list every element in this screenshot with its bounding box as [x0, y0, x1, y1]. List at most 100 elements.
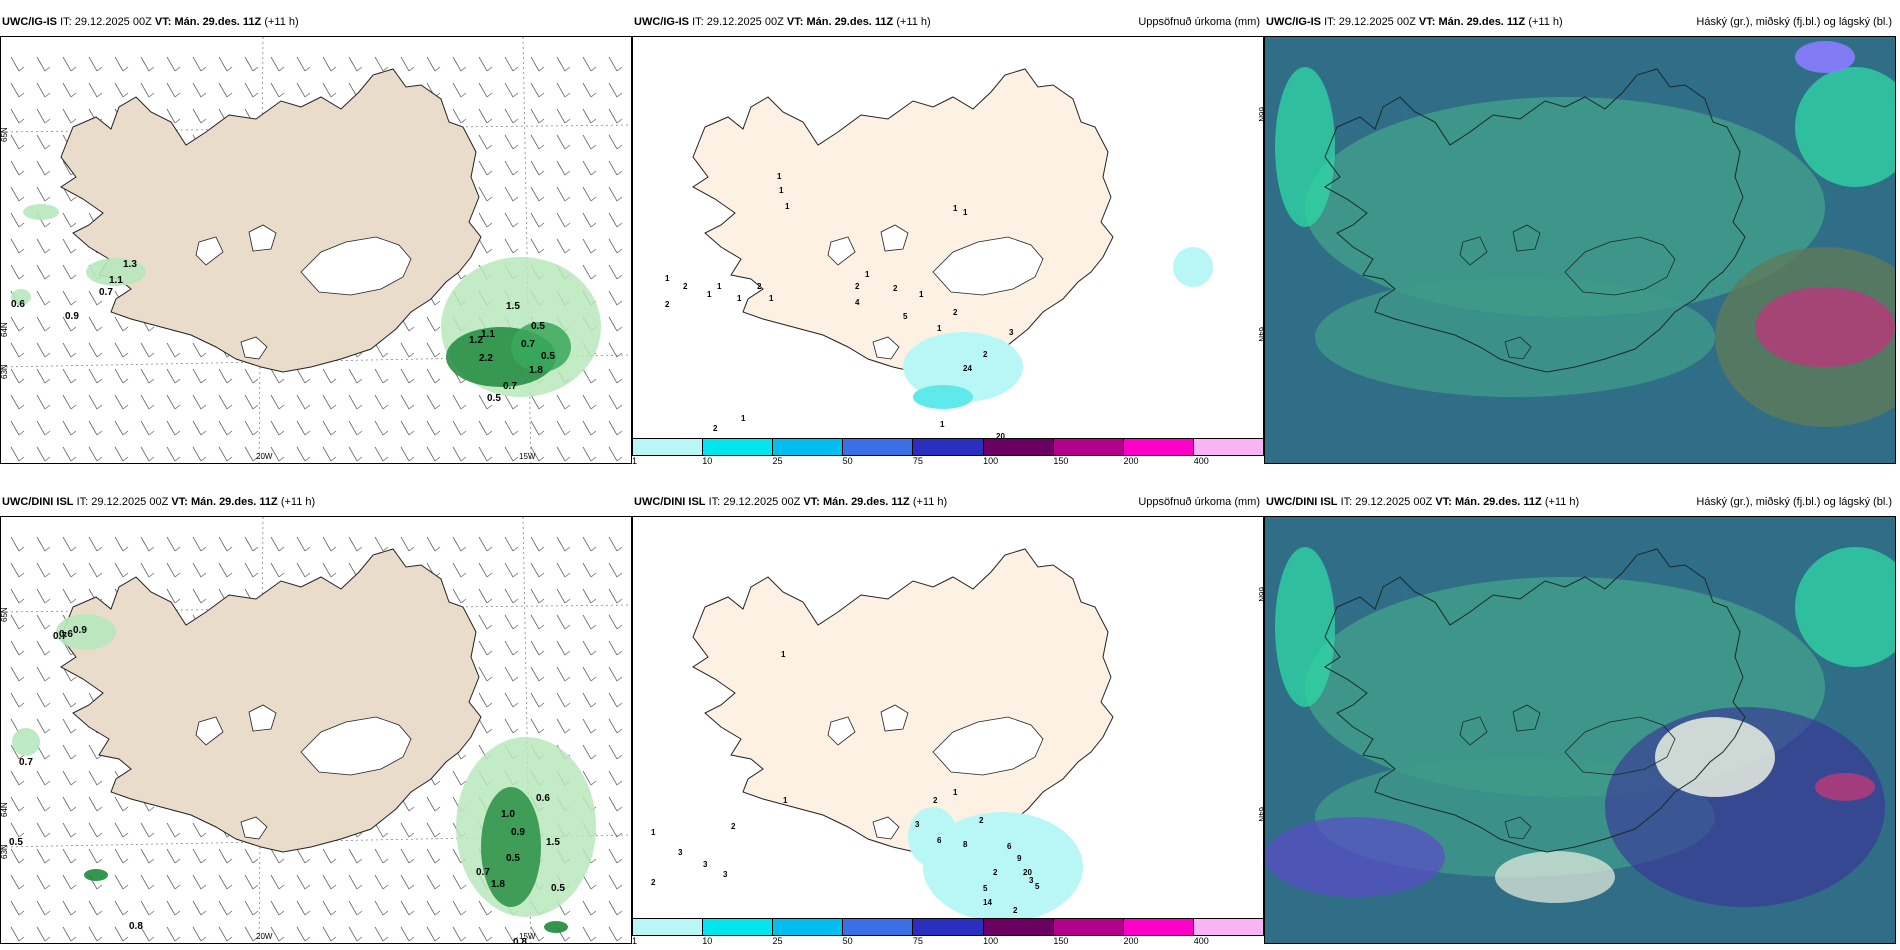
wind-barb: [408, 430, 415, 436]
high-cloud-area: [1815, 773, 1875, 801]
wind-barb: [374, 420, 384, 436]
wind-barb: [278, 66, 285, 72]
wind-barb: [278, 546, 285, 552]
wind-barb: [18, 196, 25, 202]
wind-barb: [564, 248, 571, 254]
wind-barb: [348, 56, 358, 72]
precip-value-label: 1.2: [469, 335, 483, 346]
wind-barb: [530, 394, 540, 410]
wind-barb: [226, 66, 233, 72]
wind-barb: [140, 874, 150, 890]
panel-wind-row1: UWC/IG-IS IT: 29.12.2025 00Z VT: Mán. 29…: [0, 12, 632, 464]
wind-barb: [564, 650, 571, 656]
iceland-landmass: [60, 68, 482, 373]
wind-barb: [616, 222, 623, 228]
wind-barb: [530, 536, 540, 552]
wind-barb: [538, 936, 545, 942]
wind-barb: [166, 82, 176, 98]
wind-barb: [174, 456, 181, 462]
precip-value-label: 2: [651, 878, 656, 887]
wind-barb: [62, 874, 72, 890]
wind-barb: [348, 420, 358, 436]
wind-barb: [148, 378, 155, 384]
wind-barb: [374, 536, 384, 552]
wind-barb: [478, 212, 488, 228]
wind-barb: [504, 536, 514, 552]
precip-value-label: 1.3: [123, 259, 137, 270]
wind-barb: [556, 446, 566, 462]
wind-barb: [616, 650, 623, 656]
colorbar-swatch: [633, 439, 704, 455]
wind-barb: [408, 404, 415, 410]
glacier-outline: [195, 716, 224, 746]
glacier-outline: [872, 816, 900, 840]
wind-barb: [452, 446, 462, 462]
wind-barb: [582, 614, 592, 630]
wind-barb: [44, 676, 51, 682]
wind-barb: [556, 108, 566, 124]
wind-barb: [200, 66, 207, 72]
wind-barb: [486, 248, 493, 254]
wind-barb: [322, 536, 332, 552]
wind-barb: [486, 546, 493, 552]
wind-barb: [18, 66, 25, 72]
wind-barb: [356, 936, 363, 942]
wind-barb: [616, 780, 623, 786]
wind-barb: [452, 82, 462, 98]
wind-barb: [486, 456, 493, 462]
wind-barb: [356, 352, 363, 358]
wind-barb: [452, 770, 462, 786]
wind-barb: [252, 92, 259, 98]
wind-barb: [452, 562, 462, 578]
wind-barb: [460, 598, 467, 604]
wind-barb: [556, 536, 566, 552]
precip-value-label: 2: [731, 822, 736, 831]
wind-barb: [70, 66, 77, 72]
colorbar-tick-label: 150: [1053, 936, 1069, 946]
wind-barb: [10, 82, 20, 98]
wind-barb: [504, 926, 514, 942]
wind-barb: [460, 572, 467, 578]
wind-barb: [530, 212, 540, 228]
wind-barb: [400, 900, 410, 916]
wind-barb: [426, 56, 436, 72]
wind-barb: [44, 456, 51, 462]
wind-barb: [616, 910, 623, 916]
precip-area: [1173, 247, 1213, 287]
wind-barb: [296, 900, 306, 916]
wind-barb: [530, 108, 540, 124]
wind-barb: [36, 874, 46, 890]
wind-barb: [226, 858, 233, 864]
wind-barb: [616, 728, 623, 734]
panel-cloud-row1: UWC/IG-IS IT: 29.12.2025 00Z VT: Mán. 29…: [1264, 12, 1896, 464]
wind-barb: [616, 858, 623, 864]
wind-barb: [460, 456, 467, 462]
wind-barb: [330, 66, 337, 72]
colorbar: [632, 438, 1264, 456]
wind-barb: [616, 676, 623, 682]
precip-value-label: 2: [933, 796, 938, 805]
wind-barb: [148, 858, 155, 864]
wind-barb: [96, 456, 103, 462]
precip-value-label: 2: [757, 282, 762, 291]
wind-barb: [96, 352, 103, 358]
precip-area: [11, 289, 31, 305]
wind-barb: [148, 430, 155, 436]
wind-barb: [10, 874, 20, 890]
wind-barb: [478, 718, 488, 734]
wind-barb: [122, 430, 129, 436]
wind-barb: [478, 562, 488, 578]
wind-barb: [88, 822, 98, 838]
wind-barb: [530, 588, 540, 604]
wind-barb: [36, 692, 46, 708]
wind-barb: [192, 342, 202, 358]
wind-barb: [478, 900, 488, 916]
wind-barb: [166, 368, 176, 384]
wind-barb: [608, 264, 618, 280]
wind-barb: [10, 342, 20, 358]
wind-barb: [226, 910, 233, 916]
wind-barb: [114, 796, 124, 812]
wind-barb: [564, 624, 571, 630]
wind-barb: [304, 378, 311, 384]
wind-barb: [304, 66, 311, 72]
